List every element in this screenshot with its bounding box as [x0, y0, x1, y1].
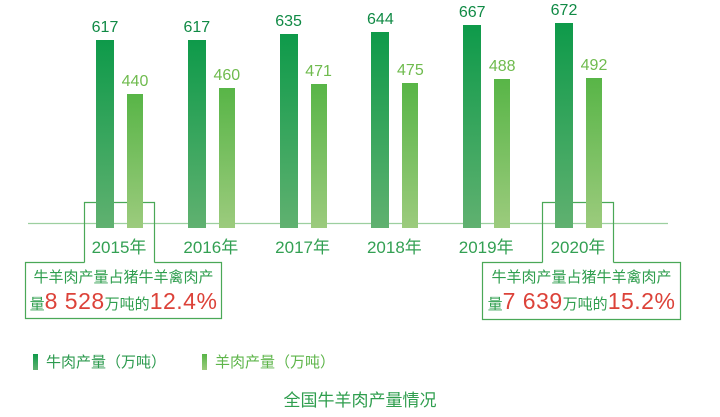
bar-sheep-2018年 — [402, 83, 419, 228]
callout-outline-2020 — [481, 201, 682, 321]
callout-2015-line1: 牛羊肉产量占猪牛羊禽肉产 — [33, 269, 214, 286]
beef-swatch-icon — [33, 353, 38, 370]
callout-2015-line2: 量 8 528 万吨的 12.4% — [25, 288, 222, 315]
legend-label-sheep: 羊肉产量（万吨） — [215, 354, 336, 371]
value-label-sheep-2020年: 492 — [580, 57, 608, 74]
callout-2020-value: 7 639 — [502, 288, 563, 314]
bar-sheep-2016年 — [218, 88, 235, 228]
bar-sheep-2017年 — [310, 84, 327, 228]
bar-sheep-2020年 — [586, 78, 602, 228]
value-label-beef-2015年: 617 — [91, 19, 119, 36]
value-label-beef-2017年: 635 — [275, 13, 302, 30]
x-tick-2018年: 2018年 — [366, 238, 422, 257]
value-label-sheep-2016年: 460 — [213, 67, 241, 84]
x-tick-2020年: 2020年 — [550, 238, 606, 257]
value-label-sheep-2015年: 440 — [121, 73, 149, 90]
x-tick-2015年: 2015年 — [91, 238, 147, 257]
callout-2015-percent: 12.4% — [149, 288, 218, 314]
bar-beef-2020年 — [555, 23, 573, 228]
sheep-swatch-icon — [202, 353, 208, 370]
value-label-beef-2019年: 667 — [458, 4, 486, 21]
chart-title: 全国牛羊肉产量情况 — [283, 391, 437, 410]
bar-sheep-2015年 — [127, 94, 143, 228]
callout-2020-line1: 牛羊肉产量占猪牛羊禽肉产 — [491, 269, 672, 286]
callout-2020-percent: 15.2% — [607, 288, 676, 314]
callout-box-2015: 牛羊肉产量占猪牛羊禽肉产 量 8 528 万吨的 12.4% — [25, 262, 222, 315]
bar-beef-2015年 — [96, 40, 114, 228]
value-label-beef-2016年: 617 — [183, 19, 211, 36]
bar-beef-2017年 — [279, 34, 298, 228]
x-tick-2016年: 2016年 — [183, 238, 239, 257]
bar-beef-2016年 — [187, 40, 206, 228]
value-label-sheep-2019年: 488 — [488, 58, 516, 75]
bar-beef-2018年 — [371, 32, 390, 228]
callout-box-2020: 牛羊肉产量占猪牛羊禽肉产 量 7 639 万吨的 15.2% — [482, 262, 681, 315]
x-tick-2017年: 2017年 — [275, 238, 330, 257]
value-label-beef-2020年: 672 — [550, 2, 578, 19]
x-tick-2019年: 2019年 — [458, 238, 514, 257]
legend-item-beef: 牛肉产量（万吨） — [33, 351, 166, 372]
callout-outline-2015 — [24, 201, 223, 320]
callout-2020-prefix: 量 — [487, 296, 503, 313]
value-label-beef-2018年: 644 — [367, 11, 394, 28]
bar-beef-2019年 — [463, 25, 482, 228]
callout-2015-prefix: 量 — [29, 296, 45, 313]
callout-2015-mid: 万吨的 — [104, 296, 150, 313]
callout-2020-mid: 万吨的 — [562, 296, 608, 313]
value-label-sheep-2017年: 471 — [305, 63, 332, 80]
value-label-sheep-2018年: 475 — [397, 62, 424, 79]
callout-2020-line2: 量 7 639 万吨的 15.2% — [482, 288, 681, 315]
callout-2015-value: 8 528 — [44, 288, 105, 314]
legend-item-sheep: 羊肉产量（万吨） — [202, 351, 335, 372]
bar-sheep-2019年 — [494, 79, 511, 228]
legend: 牛肉产量（万吨） 羊肉产量（万吨） — [33, 351, 335, 372]
legend-label-beef: 牛肉产量（万吨） — [46, 354, 167, 371]
